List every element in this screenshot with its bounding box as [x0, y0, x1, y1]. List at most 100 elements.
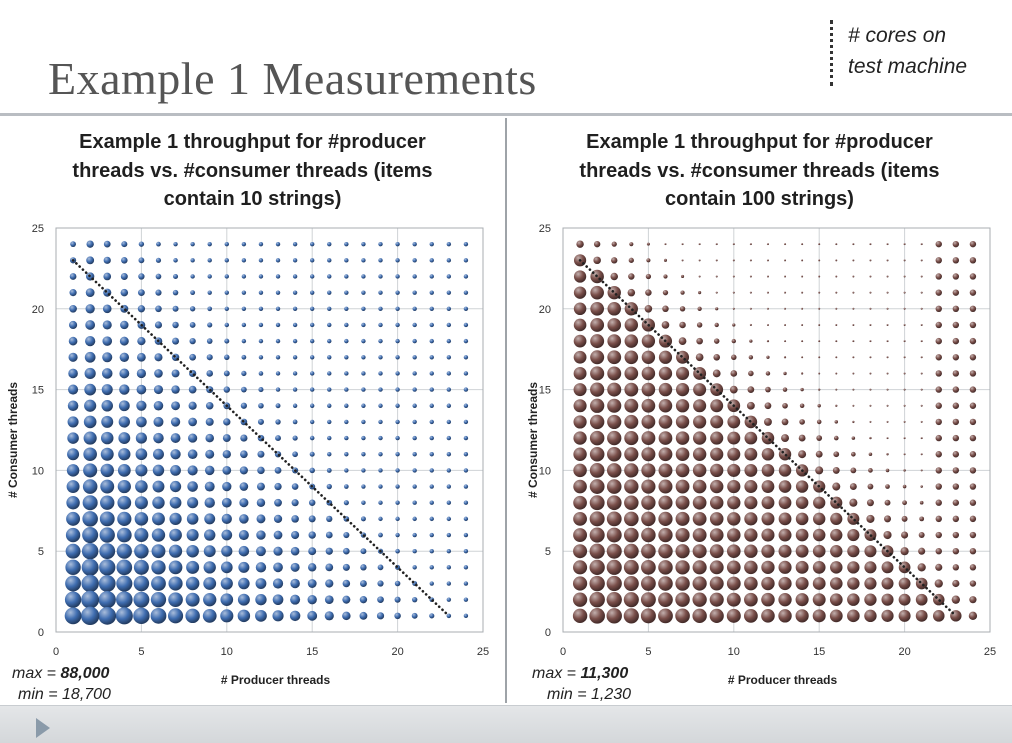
- data-bubble: [290, 594, 301, 605]
- data-bubble: [709, 495, 724, 510]
- data-bubble: [309, 467, 315, 474]
- data-bubble: [589, 511, 605, 527]
- data-bubble: [258, 355, 264, 360]
- data-bubble: [676, 366, 690, 380]
- data-bubble: [868, 468, 873, 473]
- data-bubble: [224, 354, 230, 360]
- data-bubble: [292, 403, 298, 408]
- data-bubble: [623, 576, 639, 592]
- data-bubble: [463, 581, 469, 586]
- data-bubble: [692, 560, 707, 575]
- data-bubble: [412, 403, 417, 408]
- title-divider: [0, 113, 1012, 116]
- data-bubble: [869, 243, 872, 246]
- data-bubble: [607, 398, 622, 413]
- data-bubble: [169, 528, 182, 542]
- data-bubble: [412, 516, 417, 522]
- data-bubble: [190, 290, 196, 296]
- data-bubble: [101, 384, 113, 396]
- data-bubble: [903, 323, 906, 326]
- data-bubble: [727, 447, 741, 461]
- data-bubble: [727, 496, 741, 510]
- data-bubble: [732, 275, 735, 278]
- data-bubble: [799, 419, 805, 425]
- data-bubble: [361, 258, 366, 263]
- data-bubble: [852, 259, 855, 262]
- data-bubble: [429, 306, 434, 311]
- data-bubble: [412, 452, 417, 457]
- data-bubble: [65, 543, 81, 559]
- data-bubble: [658, 463, 673, 478]
- data-bubble: [835, 323, 838, 326]
- data-bubble: [864, 609, 877, 623]
- data-bubble: [732, 291, 735, 294]
- data-bubble: [446, 355, 452, 360]
- data-bubble: [327, 241, 332, 247]
- data-bubble: [239, 514, 249, 524]
- data-bubble: [241, 386, 247, 393]
- data-bubble: [886, 259, 889, 262]
- data-bubble: [918, 547, 926, 555]
- data-bubble: [902, 500, 907, 506]
- data-bubble: [829, 609, 843, 623]
- play-icon[interactable]: [36, 718, 50, 738]
- data-bubble: [732, 243, 735, 246]
- data-bubble: [308, 499, 316, 506]
- data-bubble: [920, 420, 923, 423]
- y-axis-label: # Consumer threads: [526, 382, 540, 498]
- data-bubble: [120, 320, 129, 330]
- data-bubble: [952, 483, 960, 490]
- data-bubble: [749, 259, 752, 262]
- data-bubble: [99, 559, 116, 576]
- data-bubble: [325, 531, 333, 539]
- data-bubble: [784, 275, 787, 278]
- min-throughput-label: min = 1,230: [547, 686, 632, 703]
- data-bubble: [919, 516, 925, 522]
- data-bubble: [85, 336, 96, 347]
- data-bubble: [68, 368, 78, 379]
- data-bubble: [606, 575, 622, 592]
- data-bubble: [952, 531, 960, 539]
- data-bubble: [573, 479, 587, 494]
- data-bubble: [101, 415, 114, 428]
- data-bubble: [153, 448, 164, 460]
- data-bubble: [255, 562, 267, 573]
- data-bubble: [715, 307, 719, 311]
- data-bubble: [658, 366, 673, 381]
- data-bubble: [207, 306, 213, 312]
- data-bubble: [395, 290, 400, 295]
- data-bubble: [761, 431, 775, 445]
- data-bubble: [327, 371, 332, 376]
- data-bubble: [463, 500, 469, 505]
- data-bubble: [885, 468, 890, 473]
- data-bubble: [935, 499, 942, 506]
- chart-title-line-1: Example 1 throughput for #producer: [586, 131, 933, 153]
- data-bubble: [589, 463, 605, 478]
- data-bubble: [951, 595, 960, 604]
- data-bubble: [189, 353, 197, 361]
- data-bubble: [116, 543, 132, 559]
- data-bubble: [429, 322, 434, 328]
- data-bubble: [188, 385, 197, 394]
- data-bubble: [223, 370, 230, 377]
- data-bubble: [376, 612, 385, 620]
- data-bubble: [429, 258, 434, 263]
- data-bubble: [256, 546, 266, 557]
- data-bubble: [429, 532, 434, 538]
- data-bubble: [446, 516, 452, 522]
- data-bubble: [607, 285, 621, 300]
- data-bubble: [573, 270, 587, 283]
- data-bubble: [291, 515, 299, 523]
- data-bubble: [412, 468, 417, 473]
- data-bubble: [463, 452, 469, 457]
- data-bubble: [935, 563, 943, 571]
- data-bubble: [138, 257, 145, 264]
- data-bubble: [726, 560, 741, 575]
- data-bubble: [766, 259, 769, 262]
- data-bubble: [869, 420, 872, 423]
- data-bubble: [761, 544, 775, 558]
- data-bubble: [589, 559, 605, 576]
- data-bubble: [915, 577, 928, 590]
- data-bubble: [344, 435, 349, 441]
- data-bubble: [117, 495, 132, 510]
